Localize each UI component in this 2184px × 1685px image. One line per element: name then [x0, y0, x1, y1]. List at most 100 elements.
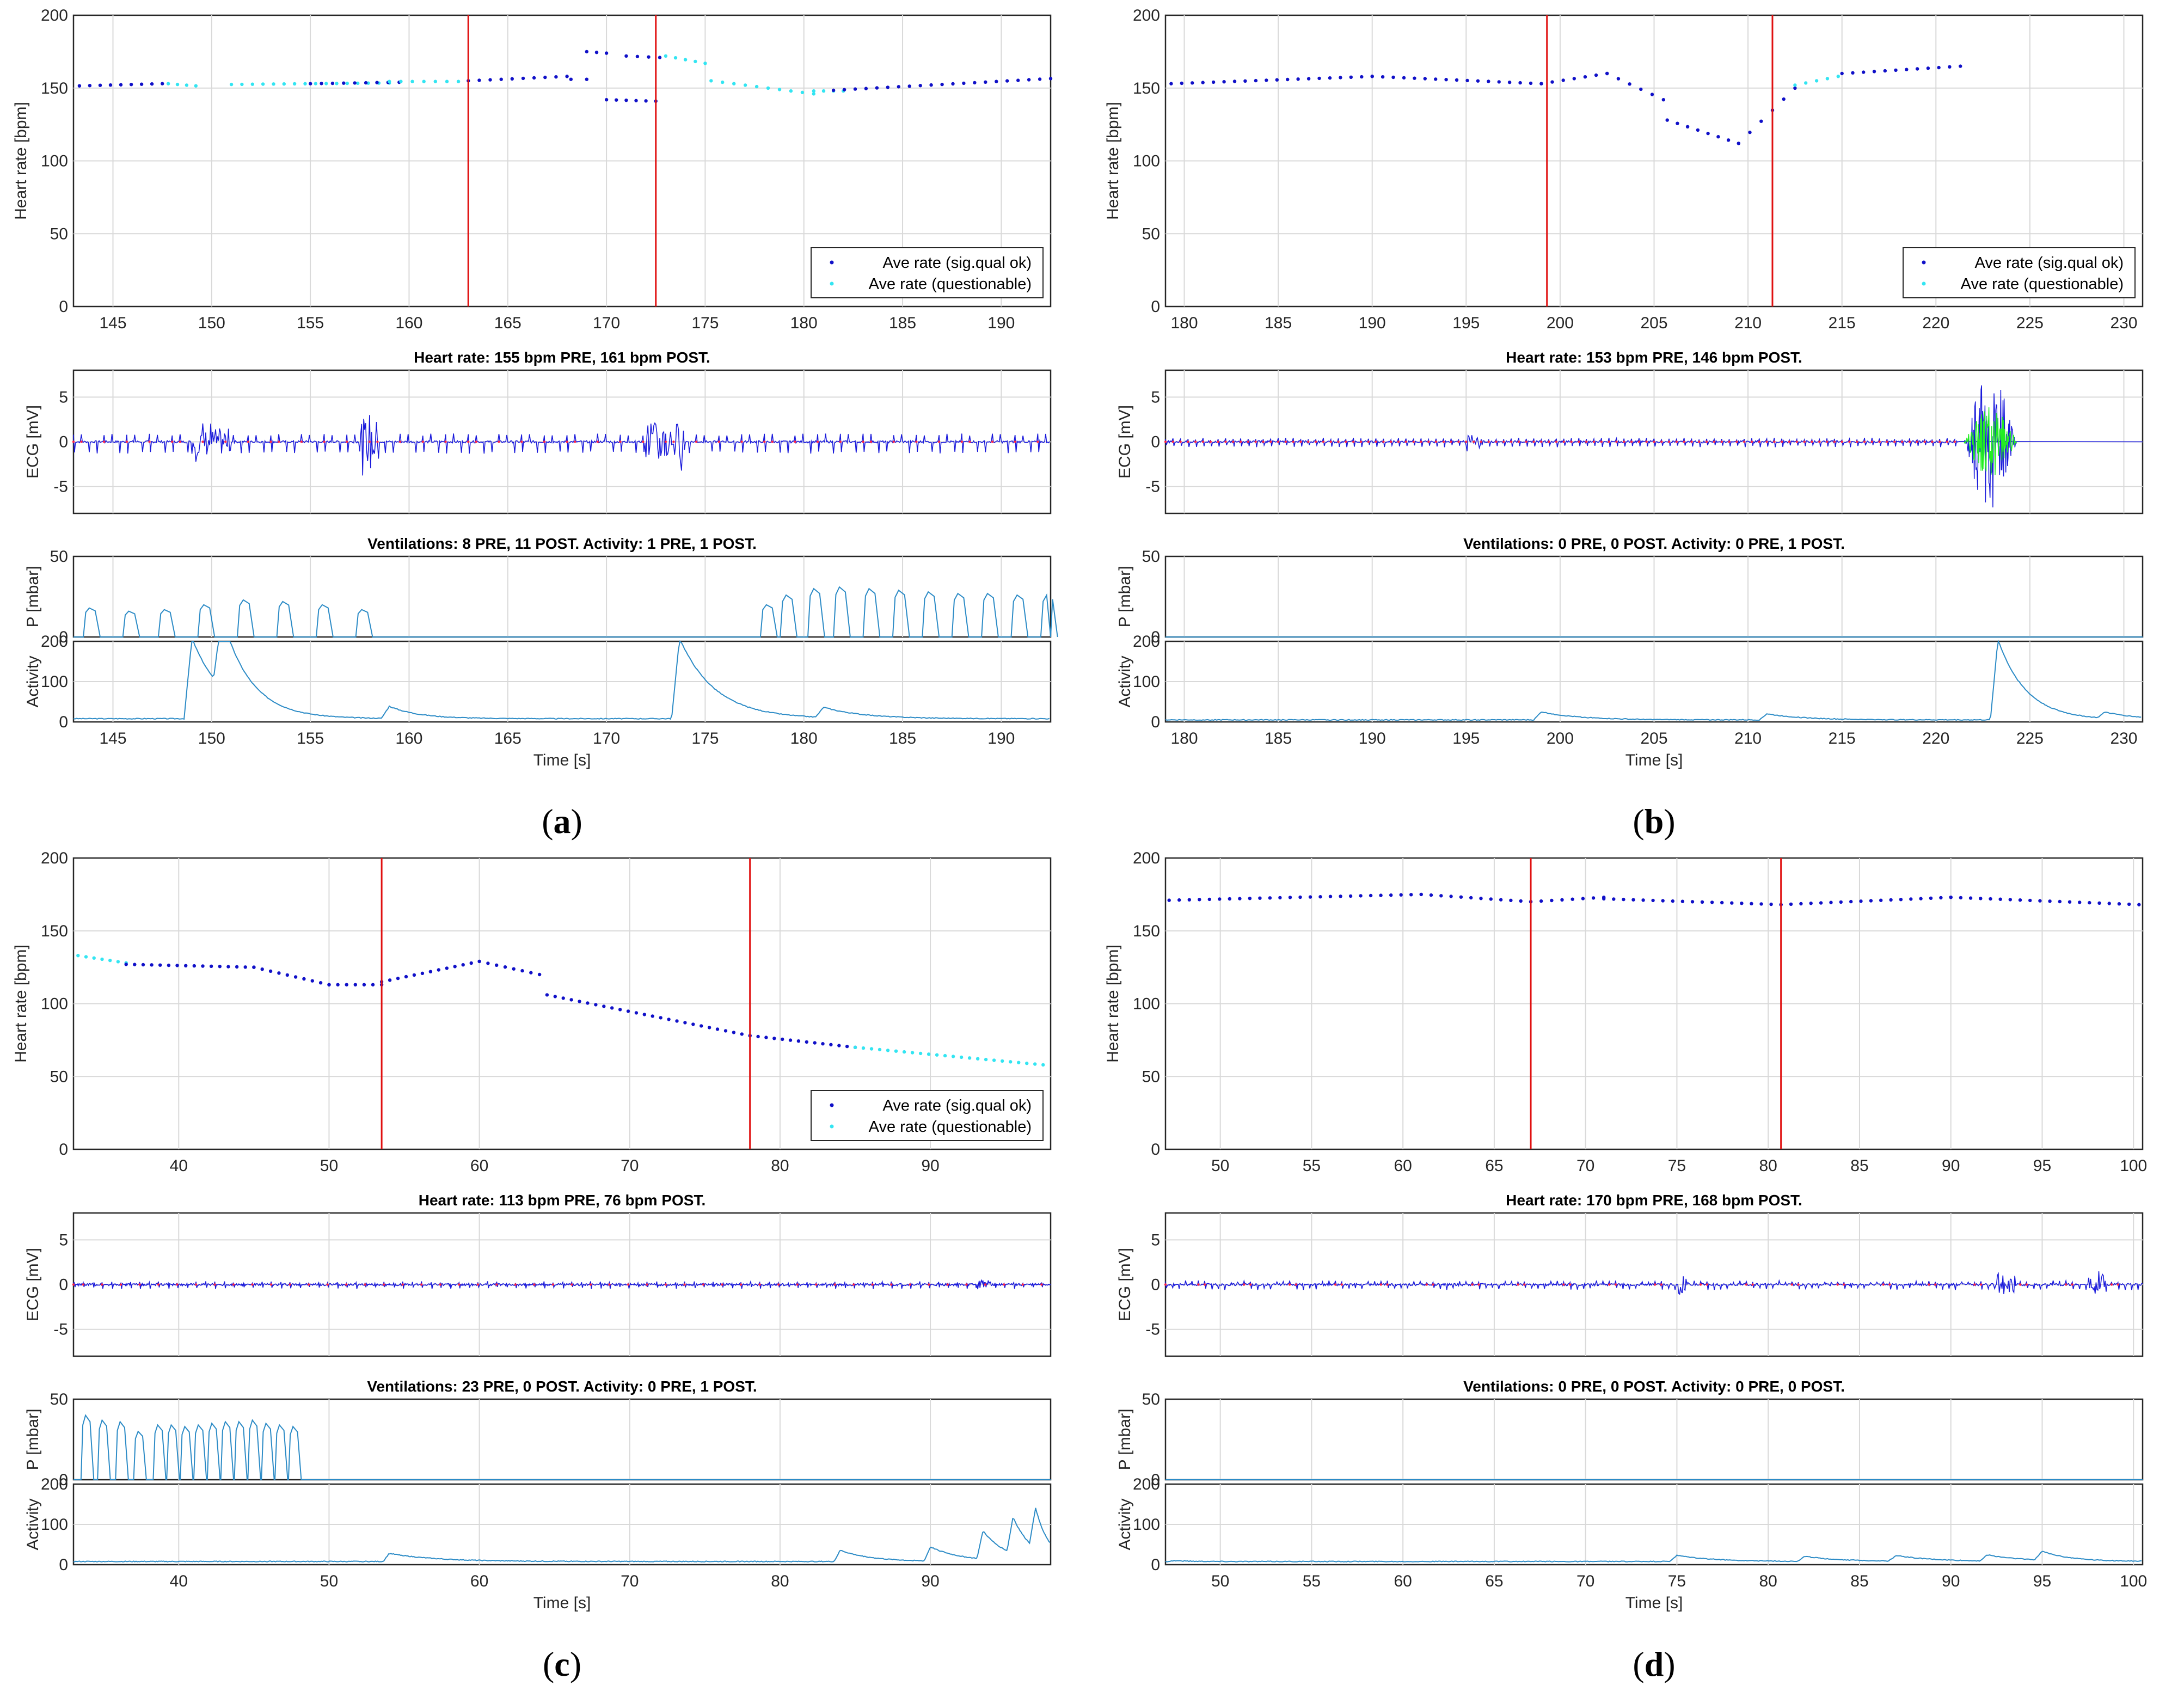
activity-trace [73, 640, 1050, 720]
ecg-beat-marker [179, 440, 181, 443]
hr-point-ok [1455, 78, 1459, 82]
ecg-beat-marker [277, 440, 280, 443]
ecg-beat-marker [1781, 440, 1783, 443]
hr-point-ok [553, 995, 557, 998]
hr-point-ok [667, 1018, 671, 1021]
hr-point-ok [218, 965, 222, 969]
hr-point-ok [642, 1013, 647, 1016]
ecg-beat-marker [839, 440, 842, 443]
ecg-beat-marker [224, 440, 227, 443]
hr-point-ok [243, 965, 247, 969]
x-tick-label: 100 [2120, 1157, 2147, 1175]
x-tick-label: 185 [889, 730, 916, 747]
ecg-beat-marker [498, 440, 500, 443]
ecg-beat-marker [1728, 440, 1731, 443]
hr-point-ok [951, 82, 955, 86]
ecg-beat-marker [608, 1283, 611, 1286]
ecg-panel-title: Heart rate: 153 bpm PRE, 146 bpm POST. [1506, 349, 1802, 366]
ecg-beat-marker [1382, 440, 1385, 443]
hr-point-ok [1676, 121, 1679, 125]
hr-point-ok [336, 983, 340, 987]
hr-point-ok [309, 82, 312, 85]
hr-point-ok [585, 77, 589, 81]
hr-point-ok [1218, 897, 1222, 901]
act-axes: 180 185 190 195 200 205 210 215 220 225 230 0 100 200… [1116, 633, 2144, 747]
y-tick-label: 0 [59, 298, 68, 316]
hr-point-ok [437, 968, 440, 972]
ecg-beat-marker [1337, 440, 1340, 443]
event-lines [381, 858, 751, 1149]
hr-point-ok [1919, 897, 1923, 900]
y-tick-label: 50 [1142, 225, 1160, 243]
hr-point-questionable [800, 90, 805, 94]
x-axis-label: Time [s] [533, 751, 591, 769]
hr-point-questionable [282, 82, 286, 86]
x-tick-label: 180 [790, 314, 818, 332]
ecg-beat-marker [1299, 440, 1302, 443]
ecg-beat-marker [702, 1283, 705, 1286]
hr-point-questionable [910, 1051, 915, 1055]
y-tick-label: 0 [1151, 1141, 1160, 1159]
hr-point-ok [371, 983, 375, 987]
hr-point-questionable [789, 89, 793, 93]
hr-point-ok [1594, 73, 1598, 77]
ecg-beat-marker [1427, 440, 1430, 443]
hr-point-ok [1700, 900, 1704, 904]
x-tick-label: 80 [1759, 1572, 1777, 1590]
ecg-beat-marker [1745, 1283, 1748, 1286]
y-tick-label: -5 [1145, 478, 1160, 496]
hr-point-ok [565, 75, 569, 78]
ecg-beat-marker [960, 440, 964, 443]
hr-point-questionable [853, 1045, 857, 1049]
ecg-beat-marker [928, 1283, 930, 1286]
ecg-beat-marker [1788, 440, 1791, 443]
ecg-beat-marker [1254, 440, 1257, 443]
ecg-beat-marker [1390, 440, 1392, 443]
hr-point-questionable [812, 92, 816, 96]
hr-point-ok [618, 1008, 622, 1012]
subfigure-caption: (d) [1633, 1645, 1675, 1683]
ecg-beat-marker [646, 1283, 648, 1286]
x-tick-label: 170 [593, 314, 620, 332]
ecg-beat-marker [915, 440, 918, 443]
ecg-beat-markers [1164, 1283, 2119, 1286]
hr-point-ok [813, 1041, 817, 1045]
hr-y-axis-label: Heart rate [bpm] [1104, 102, 1122, 220]
hr-point-questionable [108, 958, 112, 963]
ecg-beat-marker [232, 1283, 235, 1286]
hr-y-axis-label: Heart rate [bpm] [12, 945, 30, 1063]
hr-point-ok [1740, 902, 1744, 905]
hr-point-ok [1915, 67, 1919, 71]
ecg-line [73, 415, 1050, 476]
ecg-beat-marker [1743, 440, 1746, 443]
hr-point-ok [404, 975, 408, 979]
hr-point-ok [864, 87, 868, 90]
hr-point-ok [1959, 64, 1962, 68]
pressure-trace [73, 586, 1058, 638]
y-tick-label: 5 [1151, 388, 1160, 406]
y-tick-label: 200 [1133, 849, 1160, 867]
ecg-beat-markers [72, 1283, 1043, 1286]
ecg-beat-marker [1322, 440, 1325, 443]
hr-point-ok [1651, 898, 1655, 903]
ecg-beat-marker [937, 440, 941, 443]
subfigure-caption: (b) [1633, 802, 1675, 841]
ecg-beat-marker [892, 440, 895, 443]
hr-point-questionable [261, 82, 265, 86]
y-tick-label: 50 [1142, 1390, 1160, 1408]
hr-point-ok [469, 961, 473, 965]
hr-point-ok [1862, 70, 1866, 74]
ecg-beat-marker [103, 440, 106, 443]
ecg-beat-marker [1197, 1283, 1200, 1286]
activity-line [73, 640, 1050, 720]
hr-point-ok [1254, 78, 1258, 83]
hr-point-ok [477, 959, 481, 964]
hr-point-ok [1519, 899, 1523, 903]
ecg-beat-marker [1404, 440, 1407, 443]
ecg-beat-marker [816, 440, 819, 443]
y-tick-label: 100 [41, 673, 68, 691]
y-tick-label: 200 [1133, 633, 1160, 651]
x-tick-label: 215 [1829, 730, 1856, 747]
ecg-beat-marker [1623, 440, 1625, 443]
ecg-y-axis-label: ECG [mV] [24, 1248, 42, 1321]
